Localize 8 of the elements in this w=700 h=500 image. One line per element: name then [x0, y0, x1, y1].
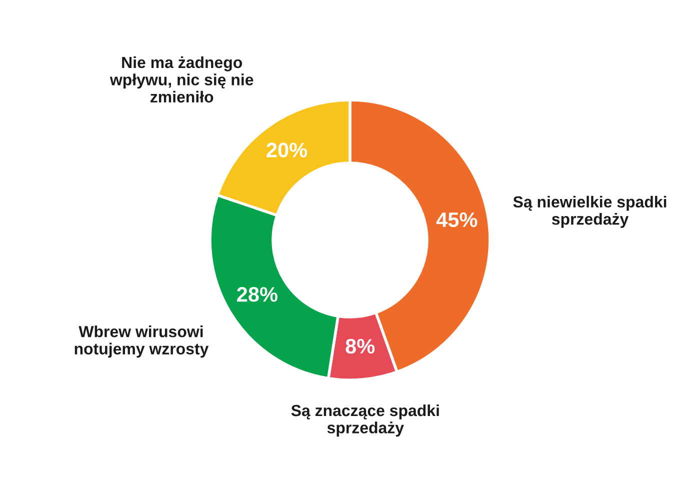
slice-label: Wbrew wirusowi notujemy wzrosty — [74, 326, 209, 358]
slice-label: Nie ma żadnego wpływu, nic się nie zmieniło — [110, 56, 254, 103]
slice-label: Są niewielkie spadki sprzedaży — [513, 196, 666, 228]
slice-label: Są znaczące spadki sprzedaży — [291, 404, 439, 437]
data-label: 28% — [237, 287, 278, 302]
data-label: 20% — [266, 142, 308, 158]
data-label: 8% — [346, 338, 375, 354]
data-label: 45% — [436, 212, 478, 228]
